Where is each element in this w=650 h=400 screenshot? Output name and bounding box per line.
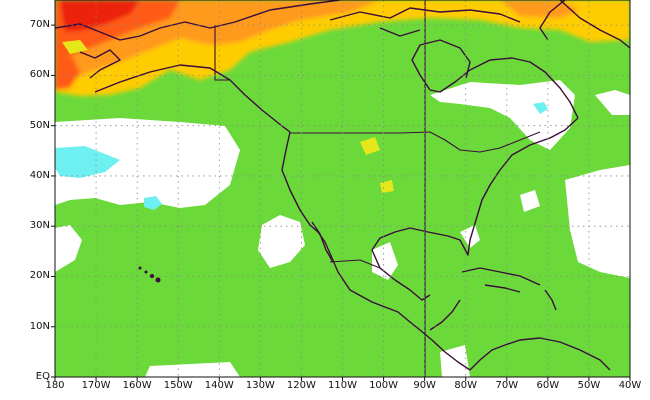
lon-label: 100W: [369, 380, 399, 391]
lon-label: 60W: [536, 380, 560, 391]
lon-label: 180: [45, 380, 65, 391]
lat-label: 30N: [29, 220, 50, 232]
lat-label: 70N: [29, 19, 50, 31]
lon-label: 90W: [413, 380, 436, 391]
gridlines: [55, 0, 630, 377]
lat-label: 20N: [29, 270, 50, 282]
cool-anomaly-spots: [55, 102, 548, 210]
lat-label: 50N: [29, 119, 50, 131]
lon-label: 50W: [577, 380, 601, 391]
lon-label: 160W: [122, 380, 152, 391]
lon-label: 40W: [618, 380, 642, 391]
lat-label: 40N: [29, 169, 50, 181]
lon-label: 80W: [454, 380, 478, 391]
lon-label: 170W: [81, 380, 111, 391]
lon-label: 140W: [204, 380, 234, 391]
yellow-spots: [62, 40, 394, 193]
axis-ticks: [51, 24, 631, 381]
lon-label: 150W: [163, 380, 193, 391]
lon-label: 130W: [245, 380, 275, 391]
hawaii-islands: [138, 266, 161, 283]
lon-label: 70W: [495, 380, 519, 391]
neutral-regions: [55, 80, 630, 377]
lat-label: 60N: [29, 69, 50, 81]
lat-label: 10N: [29, 320, 50, 332]
lat-label: EQ: [35, 371, 50, 382]
lon-label: 110W: [328, 380, 357, 391]
warm-anomaly-region: [55, 0, 630, 96]
lon-label: 120W: [286, 380, 316, 391]
